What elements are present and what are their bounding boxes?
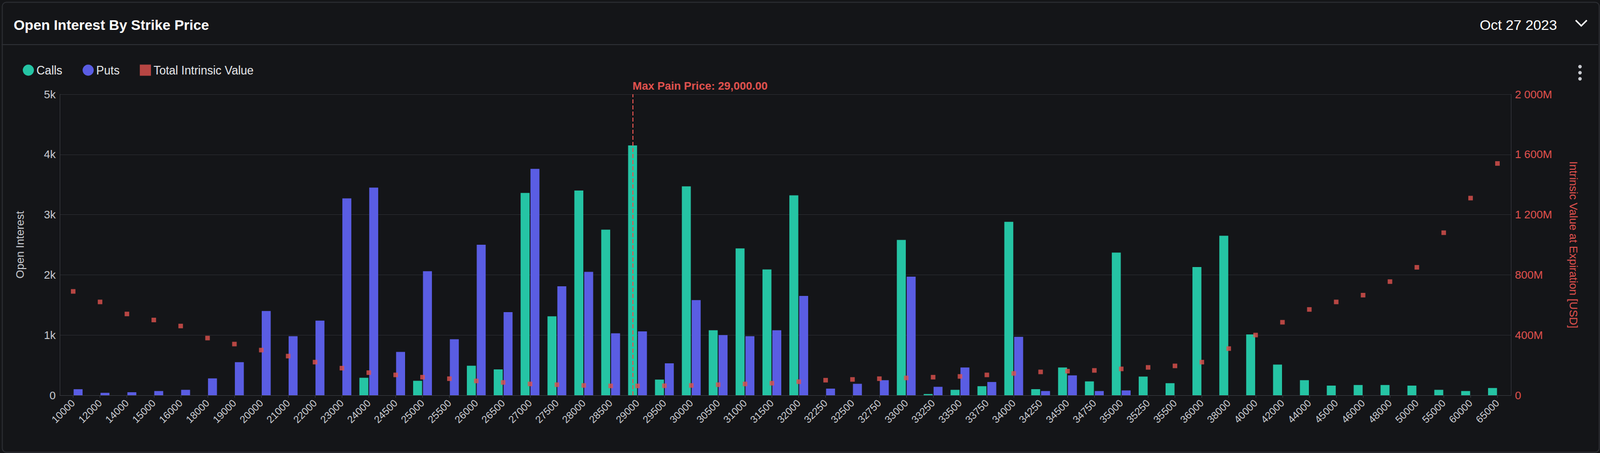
svg-text:30500: 30500 <box>694 396 723 425</box>
svg-text:10000: 10000 <box>49 396 77 425</box>
svg-text:35250: 35250 <box>1124 396 1152 425</box>
svg-text:20000: 20000 <box>237 396 266 425</box>
svg-text:25500: 25500 <box>425 396 454 425</box>
svg-text:45000: 45000 <box>1312 396 1341 425</box>
svg-text:12000: 12000 <box>76 396 105 425</box>
svg-text:24500: 24500 <box>371 396 400 425</box>
svg-text:32750: 32750 <box>855 396 884 425</box>
svg-text:2k: 2k <box>44 268 57 282</box>
svg-text:18000: 18000 <box>183 396 212 425</box>
svg-text:40000: 40000 <box>1231 396 1260 425</box>
svg-text:28000: 28000 <box>560 396 588 425</box>
svg-text:4k: 4k <box>44 147 57 161</box>
svg-text:1k: 1k <box>44 328 57 342</box>
svg-text:23000: 23000 <box>317 396 346 425</box>
svg-text:42000: 42000 <box>1258 396 1287 425</box>
svg-text:46000: 46000 <box>1339 396 1368 425</box>
svg-text:Total Intrinsic Value: Total Intrinsic Value <box>153 63 254 77</box>
svg-text:31500: 31500 <box>747 396 776 425</box>
svg-text:16000: 16000 <box>156 396 185 425</box>
svg-text:44000: 44000 <box>1285 396 1314 425</box>
svg-text:32000: 32000 <box>774 396 803 425</box>
svg-text:400M: 400M <box>1514 328 1543 342</box>
svg-text:Intrinsic Value at Expiration: Intrinsic Value at Expiration [USD] <box>1567 161 1580 329</box>
svg-text:28500: 28500 <box>586 396 615 425</box>
svg-text:34500: 34500 <box>1043 396 1072 425</box>
svg-text:800M: 800M <box>1514 268 1543 282</box>
svg-text:35500: 35500 <box>1150 396 1179 425</box>
svg-text:21000: 21000 <box>264 396 293 425</box>
svg-text:33750: 33750 <box>963 396 991 425</box>
svg-text:15000: 15000 <box>130 396 158 425</box>
svg-text:Puts: Puts <box>96 63 120 77</box>
svg-text:1 200M: 1 200M <box>1514 208 1552 221</box>
svg-text:19000: 19000 <box>210 396 239 425</box>
svg-text:3k: 3k <box>44 208 57 221</box>
svg-text:0: 0 <box>1514 388 1522 402</box>
svg-text:25000: 25000 <box>398 396 427 425</box>
svg-text:31000: 31000 <box>721 396 749 425</box>
svg-text:32250: 32250 <box>802 396 830 425</box>
svg-text:30000: 30000 <box>667 396 696 425</box>
svg-text:26000: 26000 <box>452 396 481 425</box>
svg-text:1 600M: 1 600M <box>1514 147 1552 161</box>
svg-text:Open Interest By Strike Price: Open Interest By Strike Price <box>13 17 210 33</box>
svg-text:48000: 48000 <box>1366 396 1394 425</box>
svg-text:26500: 26500 <box>479 396 508 425</box>
svg-text:22000: 22000 <box>291 396 319 425</box>
svg-text:2 000M: 2 000M <box>1514 88 1552 101</box>
svg-text:29000: 29000 <box>613 396 642 425</box>
svg-text:33500: 33500 <box>936 396 965 425</box>
svg-text:34250: 34250 <box>1016 396 1045 425</box>
svg-text:Calls: Calls <box>36 63 63 77</box>
svg-text:27500: 27500 <box>533 396 562 425</box>
svg-text:60000: 60000 <box>1446 396 1475 425</box>
svg-text:50000: 50000 <box>1392 396 1421 425</box>
svg-text:Oct 27 2023: Oct 27 2023 <box>1479 17 1557 33</box>
svg-text:34000: 34000 <box>989 396 1018 425</box>
svg-text:65000: 65000 <box>1473 396 1502 425</box>
svg-text:55000: 55000 <box>1419 396 1448 425</box>
svg-text:38000: 38000 <box>1205 396 1233 425</box>
svg-text:14000: 14000 <box>103 396 132 425</box>
svg-text:29500: 29500 <box>640 396 669 425</box>
svg-text:27000: 27000 <box>506 396 535 425</box>
svg-text:32500: 32500 <box>828 396 857 425</box>
svg-text:0: 0 <box>49 388 56 402</box>
svg-text:33250: 33250 <box>909 396 938 425</box>
svg-text:Open Interest: Open Interest <box>13 210 27 278</box>
svg-text:36000: 36000 <box>1178 396 1207 425</box>
svg-text:33000: 33000 <box>882 396 911 425</box>
svg-text:Max Pain Price: 29,000.00: Max Pain Price: 29,000.00 <box>632 79 768 93</box>
svg-text:5k: 5k <box>44 88 57 101</box>
svg-text:35000: 35000 <box>1097 396 1126 425</box>
svg-text:24000: 24000 <box>344 396 373 425</box>
svg-text:34750: 34750 <box>1070 396 1099 425</box>
